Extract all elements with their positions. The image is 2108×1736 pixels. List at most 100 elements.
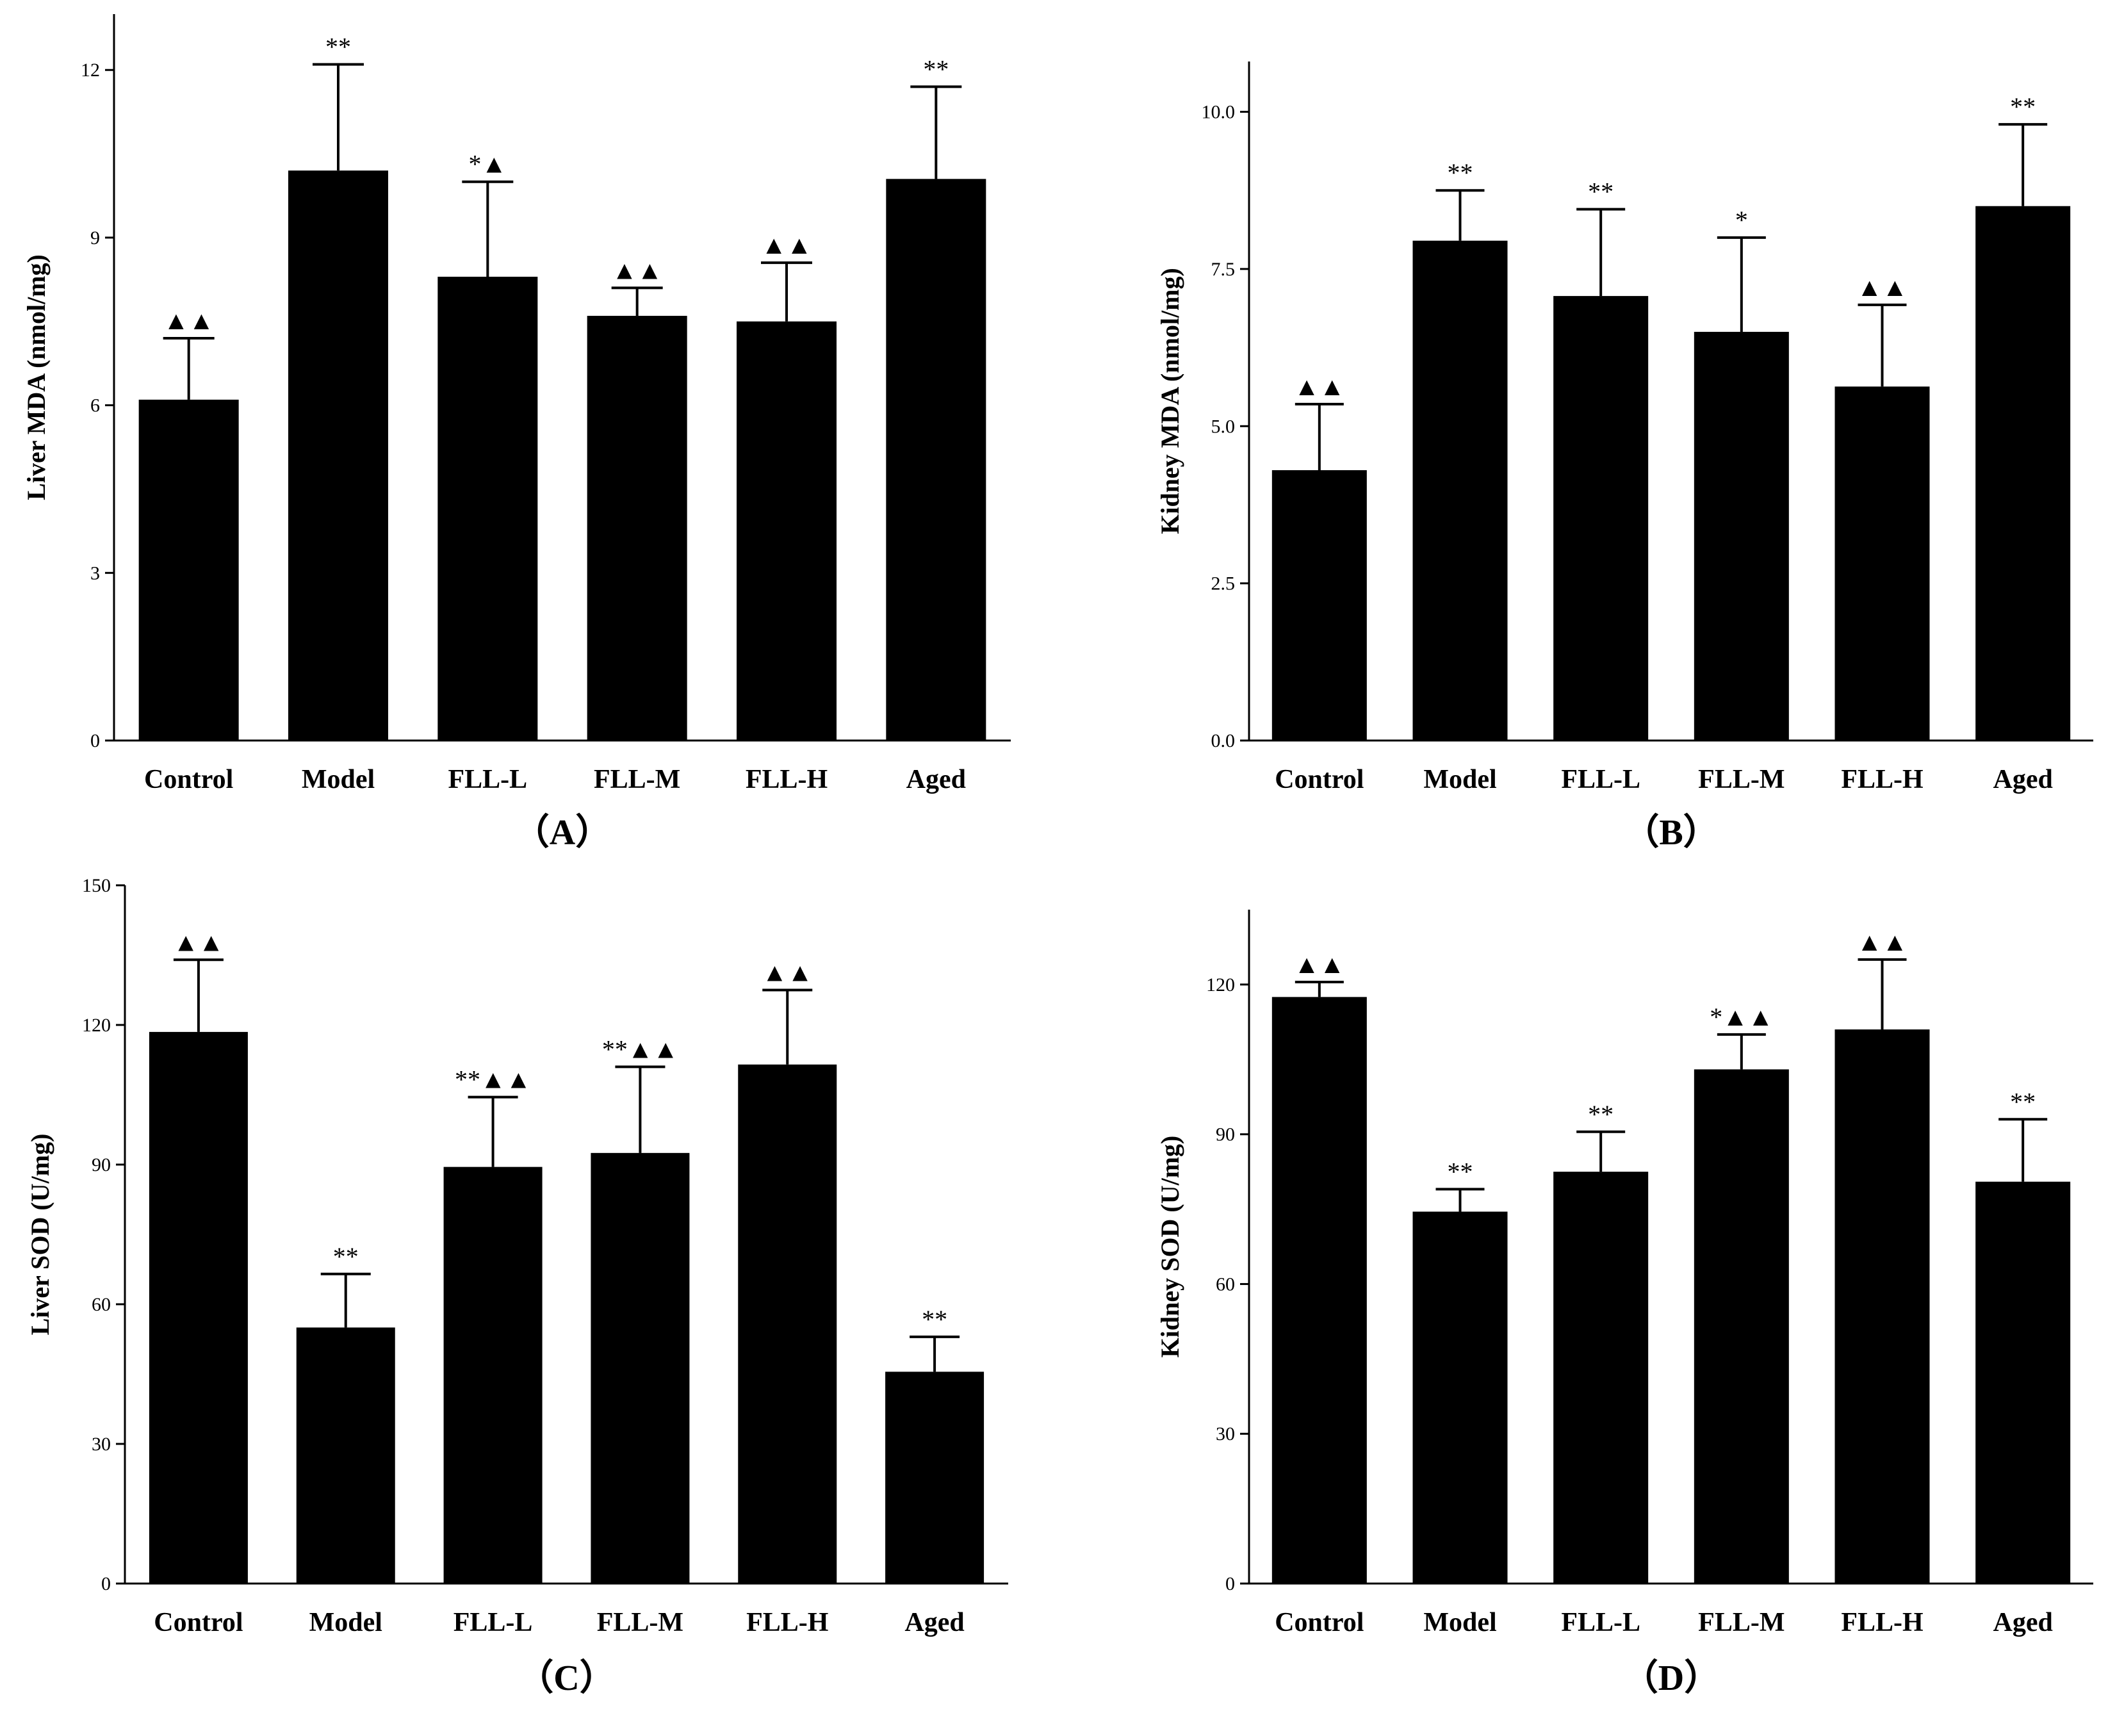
y-tick-label: 9 <box>90 227 100 249</box>
significance-mark: ** <box>1448 158 1473 187</box>
x-tick-label: Model <box>302 765 375 794</box>
x-tick-label: Aged <box>1993 765 2052 794</box>
x-tick-label: Aged <box>906 765 966 794</box>
y-tick-label: 3 <box>90 562 100 584</box>
x-tick-label: FLL-M <box>1698 765 1785 794</box>
y-tick-label: 30 <box>1216 1423 1235 1445</box>
significance-mark: ** <box>333 1242 359 1271</box>
bar-model <box>288 170 388 741</box>
y-tick-label: 120 <box>1206 974 1235 995</box>
y-axis-label: Liver MDA (nmol/mg) <box>22 254 51 500</box>
significance-mark: ▲▲ <box>173 928 224 956</box>
significance-mark: ▲▲ <box>1294 372 1344 401</box>
bar-control <box>1271 997 1367 1584</box>
x-tick-label: FLL-M <box>597 1608 683 1637</box>
y-axis-label: Liver SOD (U/mg) <box>26 1134 54 1336</box>
y-tick-label: 0 <box>101 1573 111 1594</box>
x-tick-label: FLL-L <box>453 1608 533 1637</box>
panel-label: （D） <box>1622 1658 1720 1698</box>
bar-control <box>1271 470 1367 741</box>
bar-control <box>138 399 239 741</box>
y-tick-label: 5.0 <box>1211 416 1236 437</box>
significance-mark: ** <box>1588 177 1614 206</box>
x-tick-label: FLL-H <box>1841 765 1923 794</box>
bar-fll-l <box>1553 296 1649 741</box>
bar-model <box>1412 1211 1508 1584</box>
y-tick-label: 7.5 <box>1211 259 1236 280</box>
x-tick-label: Model <box>1423 765 1496 794</box>
bar-fll-m <box>1694 1069 1789 1584</box>
panel-D: 0 30 60 90 120 Kidney SOD (U/mg) ▲▲ Control ** Mo… <box>1156 910 2093 1698</box>
y-tick-label: 6 <box>90 395 100 416</box>
panel-label: （C） <box>518 1658 615 1698</box>
y-tick-label: 0.0 <box>1211 730 1236 751</box>
significance-mark: ▲▲ <box>1294 950 1344 979</box>
significance-mark: ** <box>2010 1087 2036 1116</box>
significance-mark: ** <box>1448 1157 1473 1186</box>
significance-mark: ▲▲ <box>1857 273 1908 302</box>
panel-C: 0 30 60 90 120 150 Liver SOD (U/mg) ▲▲ Control **… <box>26 875 1008 1698</box>
x-tick-label: FLL-L <box>1561 1608 1640 1637</box>
bar-fll-h <box>737 321 837 741</box>
significance-mark: * <box>1735 206 1748 234</box>
significance-mark: ** <box>325 33 351 61</box>
x-tick-label: FLL-H <box>746 765 828 794</box>
y-tick-label: 10.0 <box>1202 102 1236 123</box>
y-axis-label: Kidney MDA (nmol/mg) <box>1156 268 1184 534</box>
bar-fll-l <box>1553 1172 1649 1584</box>
bar-aged <box>1975 206 2071 741</box>
significance-mark: ▲▲ <box>1857 928 1908 956</box>
bar-fll-m <box>591 1152 690 1584</box>
x-tick-label: Aged <box>1993 1608 2052 1637</box>
significance-mark: **▲▲ <box>455 1065 531 1094</box>
x-tick-label: Aged <box>904 1608 964 1637</box>
panel-B: 0.0 2.5 5.0 7.5 10.0 Kidney MDA (nmol/mg) ▲▲ Co… <box>1156 61 2093 853</box>
y-tick-label: 150 <box>82 875 111 896</box>
y-tick-label: 90 <box>92 1154 111 1175</box>
y-tick-label: 12 <box>81 60 100 81</box>
significance-mark: ▲▲ <box>163 306 214 335</box>
significance-mark: ** <box>923 54 949 83</box>
x-tick-label: Control <box>1275 765 1364 794</box>
x-tick-label: FLL-L <box>1561 765 1640 794</box>
x-tick-label: FLL-M <box>594 765 680 794</box>
significance-mark: *▲ <box>469 150 507 179</box>
significance-mark: ▲▲ <box>761 231 812 259</box>
x-tick-label: Model <box>1423 1608 1496 1637</box>
bar-fll-h <box>738 1064 837 1584</box>
significance-mark: *▲▲ <box>1710 1003 1773 1031</box>
bar-aged <box>886 179 986 741</box>
y-tick-label: 0 <box>1225 1573 1235 1594</box>
x-tick-label: FLL-H <box>1841 1608 1923 1637</box>
bar-model <box>296 1327 395 1584</box>
x-tick-label: Model <box>309 1608 382 1637</box>
significance-mark: ** <box>922 1305 947 1334</box>
x-tick-label: FLL-H <box>746 1608 828 1637</box>
significance-mark: ▲▲ <box>612 256 662 284</box>
significance-mark: ** <box>2010 92 2036 121</box>
significance-mark: ** <box>1588 1100 1614 1129</box>
panel-label: （A） <box>514 812 611 853</box>
bar-fll-m <box>1694 332 1789 741</box>
x-tick-label: Control <box>144 765 233 794</box>
x-tick-label: Control <box>154 1608 243 1637</box>
y-tick-label: 120 <box>82 1015 111 1036</box>
x-tick-label: FLL-M <box>1698 1608 1785 1637</box>
y-axis-label: Kidney SOD (U/mg) <box>1156 1136 1184 1358</box>
x-tick-label: Control <box>1275 1608 1364 1637</box>
panel-label: （B） <box>1623 812 1719 853</box>
bar-fll-m <box>587 316 687 741</box>
y-tick-label: 60 <box>1216 1273 1235 1295</box>
y-tick-label: 60 <box>92 1294 111 1315</box>
x-tick-label: FLL-L <box>448 765 527 794</box>
bar-aged <box>1975 1181 2071 1584</box>
bar-fll-l <box>443 1167 543 1584</box>
significance-mark: ▲▲ <box>762 958 813 987</box>
y-tick-label: 2.5 <box>1211 573 1236 594</box>
y-tick-label: 90 <box>1216 1124 1235 1145</box>
panel-A: 0 3 6 9 12 Liver MDA (nmol/mg) ▲▲ Control ** Mode… <box>22 14 1011 853</box>
bar-fll-h <box>1834 386 1930 741</box>
bar-aged <box>885 1372 985 1584</box>
bar-control <box>149 1031 248 1584</box>
